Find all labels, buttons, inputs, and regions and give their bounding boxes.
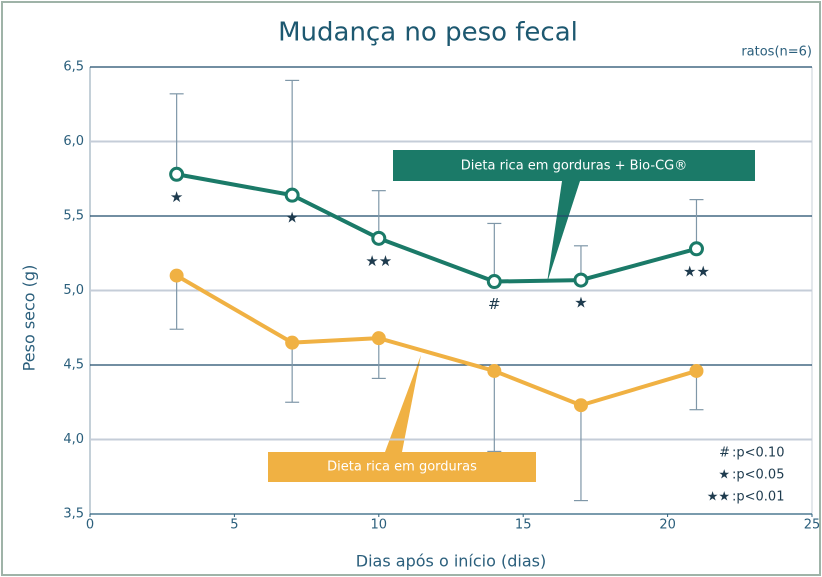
legend-label: Dieta rica em gorduras — [327, 460, 477, 475]
significance-mark: ★ — [285, 209, 298, 227]
x-tick-label: 25 — [804, 518, 821, 533]
data-point — [573, 272, 589, 288]
data-point — [371, 230, 387, 246]
series-line — [175, 273, 698, 408]
data-point — [284, 187, 300, 203]
data-point — [487, 363, 502, 378]
key-symbol: ★★ — [707, 490, 730, 505]
key-label: :p<0.10 — [732, 446, 784, 461]
y-axis-label: Peso seco (g) — [20, 265, 39, 372]
data-point — [169, 268, 184, 283]
y-tick-label: 4,0 — [63, 432, 84, 447]
legend-pointer — [547, 181, 580, 283]
x-tick-label: 20 — [659, 518, 676, 533]
key-label: :p<0.01 — [732, 490, 784, 505]
y-tick-label: 3,5 — [63, 507, 84, 522]
x-tick-label: 5 — [230, 518, 238, 533]
data-point — [285, 335, 300, 350]
data-point — [689, 363, 704, 378]
x-tick-label: 15 — [515, 518, 532, 533]
legend-box — [393, 150, 755, 181]
legend-box — [268, 452, 536, 482]
key-label: :p<0.05 — [732, 468, 784, 483]
data-point — [371, 331, 386, 346]
key-symbol: ★ — [718, 468, 730, 483]
series-line — [176, 172, 698, 284]
significance-mark: # — [488, 295, 501, 313]
legend-label: Dieta rica em gorduras + Bio-CG® — [461, 159, 687, 174]
chart-title: Mudança no peso fecal — [278, 18, 578, 48]
significance-mark: ★ — [170, 188, 183, 206]
significance-mark: ★★ — [365, 252, 392, 270]
significance-mark: ★★ — [683, 262, 710, 280]
data-point — [486, 274, 502, 290]
x-tick-label: 10 — [371, 518, 388, 533]
y-tick-label: 4,5 — [63, 358, 84, 373]
x-tick-label: 0 — [86, 518, 94, 533]
key-symbol: # — [719, 446, 730, 461]
y-tick-label: 6,5 — [63, 60, 84, 75]
y-tick-label: 6,0 — [63, 134, 84, 149]
data-point — [573, 398, 588, 413]
significance-mark: ★ — [574, 294, 587, 312]
y-tick-label: 5,5 — [63, 209, 84, 224]
data-point — [169, 166, 185, 182]
y-tick-label: 5,0 — [63, 283, 84, 298]
legend-pointer — [385, 355, 421, 452]
subtitle: ratos(n=6) — [741, 45, 812, 60]
data-point — [688, 241, 704, 257]
x-axis-label: Dias após o início (dias) — [356, 552, 546, 571]
